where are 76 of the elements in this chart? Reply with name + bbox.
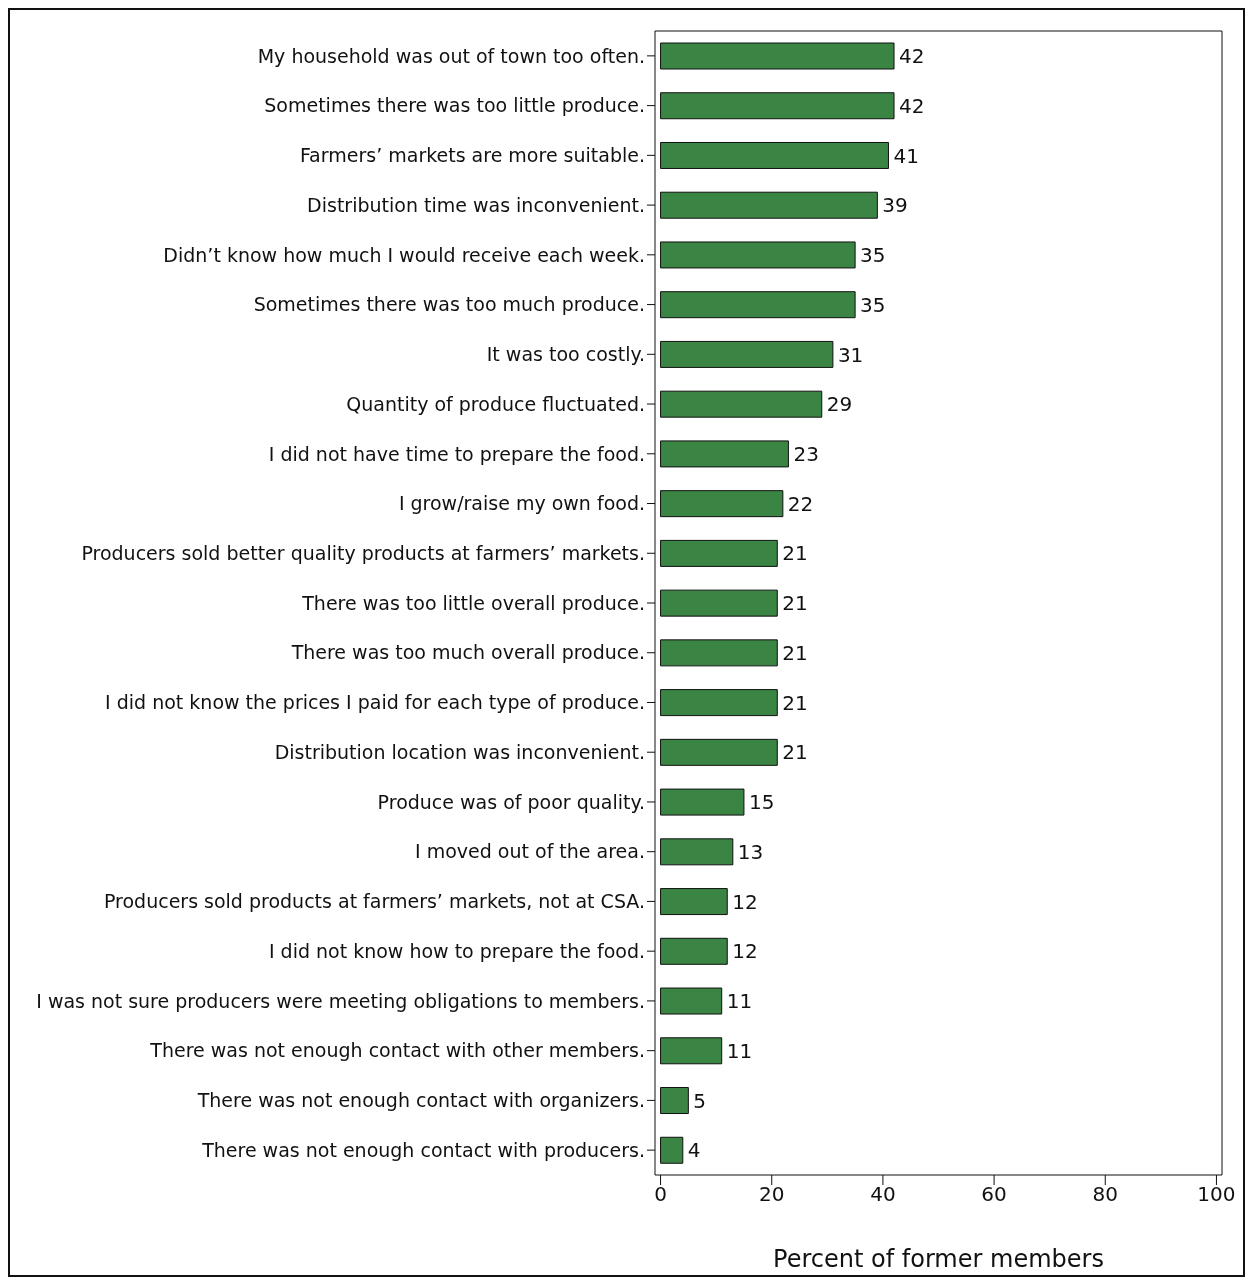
bar — [660, 738, 778, 766]
y-tick-label: I grow/raise my own food. — [398, 492, 645, 515]
data-label: 35 — [860, 292, 886, 317]
bar — [660, 589, 778, 617]
data-label: 12 — [732, 889, 758, 914]
bar — [660, 141, 889, 169]
data-label: 15 — [748, 790, 775, 815]
bar — [660, 1136, 684, 1164]
data-label: 42 — [899, 93, 925, 118]
x-axis-title: Percent of former members — [773, 1245, 1104, 1273]
y-tick-label: Sometimes there was too little produce. — [264, 94, 645, 117]
y-tick-label: There was not enough contact with other members. — [149, 1039, 645, 1062]
bar — [660, 838, 734, 866]
y-tick-label: Quantity of produce fluctuated. — [346, 392, 645, 415]
data-label: 12 — [732, 939, 758, 964]
data-label: 13 — [737, 839, 764, 864]
data-label: 21 — [782, 541, 808, 566]
y-tick-label: There was too little overall produce. — [301, 591, 645, 614]
data-label: 31 — [837, 342, 864, 367]
x-tick-label: 60 — [981, 1182, 1007, 1207]
data-label: 11 — [726, 1038, 753, 1063]
y-tick-label: I moved out of the area. — [415, 840, 645, 863]
data-label: 23 — [793, 442, 819, 467]
y-tick-label: Producers sold products at farmers’ markets, not at CSA. — [103, 890, 645, 913]
data-label: 5 — [693, 1088, 707, 1113]
y-tick-label: I did not know the prices I paid for each type of produce. — [105, 691, 645, 714]
data-label: 35 — [860, 243, 886, 268]
x-tick-label: 20 — [759, 1182, 785, 1207]
data-label: 4 — [687, 1138, 701, 1163]
bar — [660, 440, 789, 468]
data-label: 22 — [787, 491, 814, 516]
data-label: 21 — [782, 740, 808, 765]
y-tick-label: I did not have time to prepare the food. — [268, 442, 645, 465]
bar — [660, 390, 823, 418]
y-tick-label: I was not sure producers were meeting obligations to members. — [36, 989, 645, 1012]
y-tick-label: I did not know how to prepare the food. — [268, 939, 645, 962]
bar — [660, 1087, 689, 1115]
bar — [660, 191, 878, 219]
data-label: 41 — [893, 143, 919, 168]
y-tick-label: There was not enough contact with producers. — [201, 1138, 645, 1161]
bar — [660, 689, 778, 717]
x-tick-label: 0 — [654, 1182, 667, 1207]
bar — [660, 241, 856, 269]
y-tick-label: Distribution time was inconvenient. — [307, 193, 645, 216]
data-label: 11 — [726, 989, 753, 1014]
data-label: 42 — [899, 44, 925, 69]
bar — [660, 92, 895, 120]
y-tick-label: Sometimes there was too much produce. — [253, 293, 645, 316]
bar — [660, 639, 778, 667]
data-label: 21 — [782, 640, 808, 665]
bar — [660, 788, 745, 816]
bar — [660, 987, 723, 1015]
bar — [660, 42, 895, 70]
bar — [660, 539, 778, 567]
bar — [660, 490, 784, 518]
bar — [660, 937, 728, 965]
x-tick-label: 80 — [1092, 1182, 1118, 1207]
bar — [660, 340, 834, 368]
y-tick-label: It was too costly. — [486, 343, 645, 366]
bar — [660, 888, 728, 916]
y-tick-label: There was too much overall produce. — [290, 641, 645, 664]
y-tick-label: Didn’t know how much I would receive each week. — [163, 243, 645, 266]
data-label: 29 — [826, 392, 853, 417]
bar — [660, 291, 856, 319]
y-tick-label: Produce was of poor quality. — [377, 790, 645, 813]
data-label: 39 — [882, 193, 908, 218]
x-tick-label: 40 — [870, 1182, 896, 1207]
data-label: 21 — [782, 591, 808, 616]
y-tick-label: My household was out of town too often. — [257, 44, 645, 67]
y-tick-label: Distribution location was inconvenient. — [274, 740, 645, 763]
bar — [660, 1037, 723, 1065]
y-tick-label: Producers sold better quality products at farmers’ markets. — [81, 542, 645, 565]
data-label: 21 — [782, 690, 808, 715]
x-tick-label: 100 — [1197, 1182, 1236, 1207]
y-tick-label: There was not enough contact with organizers. — [196, 1089, 645, 1112]
y-tick-label: Farmers’ markets are more suitable. — [299, 144, 645, 167]
